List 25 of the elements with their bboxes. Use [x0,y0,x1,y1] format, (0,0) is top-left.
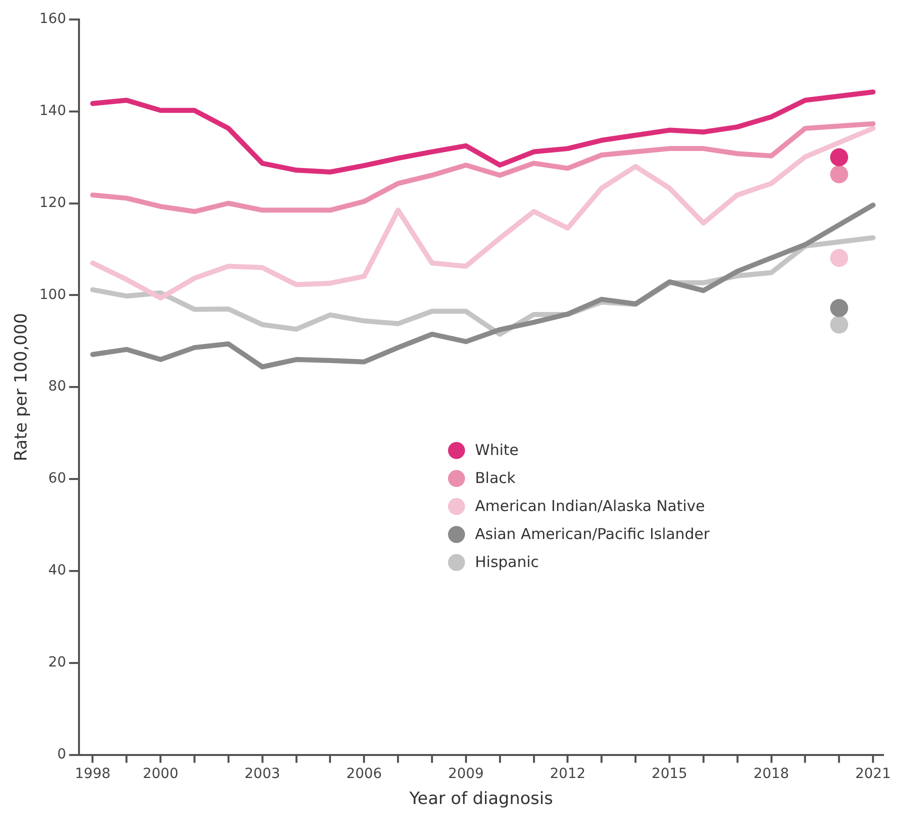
y-tick-label: 80 [48,378,66,395]
x-tick-label: 2012 [550,766,586,782]
legend-label: White [475,441,519,459]
x-axis-title: Year of diagnosis [408,789,554,810]
y-tick-label: 140 [39,102,66,119]
x-tick-label: 2015 [652,766,688,782]
y-tick-label: 60 [48,470,66,487]
y-axis-title: Rate per 100,000 [12,312,32,462]
y-tick-label: 20 [48,654,66,671]
x-tick-label: 2003 [244,766,280,782]
x-tick-label: 2018 [753,766,790,782]
legend-label: American Indian/Alaska Native [475,497,705,515]
y-tick-label: 100 [39,286,66,303]
legend-label: Asian American/Pacific Islander [475,525,710,543]
x-tick-label: 1998 [74,766,111,782]
y-tick-label: 40 [48,562,66,579]
y-tick-label: 120 [39,194,66,211]
x-tick-label: 2006 [346,766,382,782]
x-tick-label: 2000 [142,766,178,782]
legend-label: Black [475,469,516,487]
y-tick-label: 0 [57,746,66,762]
legend-label: Hispanic [475,553,539,571]
x-tick-label: 2021 [855,766,891,782]
x-tick-label: 2009 [448,766,484,782]
y-tick-label: 160 [39,11,66,28]
